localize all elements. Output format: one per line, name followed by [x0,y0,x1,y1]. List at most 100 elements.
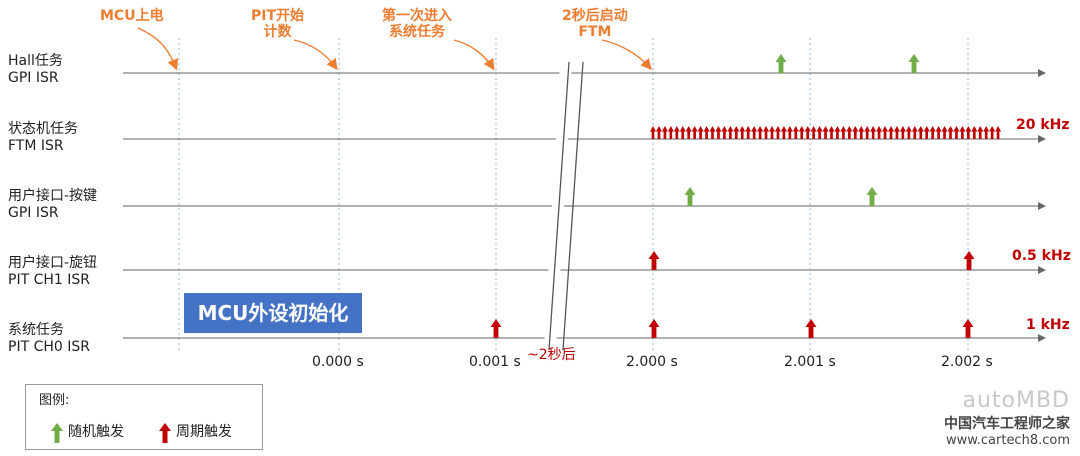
event-arrow-ftm-start [601,39,652,71]
random-arrow-icon [51,423,63,443]
ftm-periodic-arrow-30 [828,126,835,139]
watermark-url: www.cartech8.com [946,433,1070,448]
ftm-periodic-arrow-29 [822,126,829,139]
button-random-arrow-0 [684,187,696,206]
ftm-periodic-arrow-12 [721,126,728,139]
ftm-periodic-arrow-46 [923,126,930,139]
ftm-periodic-arrow-50 [947,126,954,139]
ftm-periodic-arrow-33 [846,126,853,139]
ftm-periodic-arrow-39 [882,126,889,139]
ftm-periodic-arrow-37 [870,126,877,139]
freq-ftm: 20 kHz [1016,117,1070,133]
ftm-periodic-arrow-1 [655,126,662,139]
ftm-periodic-arrow-51 [953,126,960,139]
gap-label: ~2秒后 [527,347,576,363]
ftm-periodic-arrow-10 [709,126,716,139]
ftm-periodic-arrow-41 [893,126,900,139]
ftm-periodic-arrow-3 [667,126,674,139]
lane-label-button: 用户接口-按键 GPI ISR [8,188,98,221]
time-tick-4: 2.002 s [941,354,993,370]
time-tick-1: 0.001 s [469,354,521,370]
legend-periodic-label: 周期触发 [176,424,232,440]
ftm-periodic-arrow-22 [780,126,787,139]
event-label-ftm-start: 2秒后启动 FTM [562,8,628,40]
event-arrow-pit-start [293,39,338,71]
break-gap [544,62,572,350]
ftm-periodic-arrow-25 [798,126,805,139]
ftm-periodic-arrow-11 [715,126,722,139]
ftm-periodic-arrow-47 [929,126,936,139]
freq-pit-ch1: 0.5 kHz [1012,248,1071,264]
ftm-periodic-arrow-4 [673,126,680,139]
system-periodic-arrow-0 [490,319,502,338]
ftm-periodic-arrow-13 [727,126,734,139]
ftm-periodic-arrow-24 [792,126,799,139]
ftm-periodic-arrow-54 [971,126,978,139]
system-periodic-arrow-1 [648,319,660,338]
legend: 图例: 随机触发 周期触发 [25,384,263,450]
ftm-periodic-arrow-31 [834,126,841,139]
ftm-periodic-arrow-48 [935,126,942,139]
ftm-periodic-arrow-49 [941,126,948,139]
ftm-periodic-arrow-57 [989,126,996,139]
ftm-periodic-arrow-36 [864,126,871,139]
ftm-periodic-arrow-14 [733,126,740,139]
ftm-periodic-arrow-27 [810,126,817,139]
break-line-left [548,61,570,351]
lane-label-hall: Hall任务 GPI ISR [8,53,63,86]
hall-random-arrow-1 [908,54,920,73]
ftm-periodic-arrow-58 [995,126,1002,139]
ftm-periodic-arrow-26 [804,126,811,139]
ftm-periodic-arrow-38 [876,126,883,139]
ftm-periodic-arrow-52 [959,126,966,139]
ftm-periodic-arrow-17 [751,126,758,139]
button-random-arrow-1 [866,187,878,206]
ftm-periodic-arrow-0 [650,126,656,139]
ftm-periodic-arrow-40 [888,126,894,139]
time-tick-2: 2.000 s [626,354,678,370]
ftm-periodic-arrow-15 [739,126,746,139]
lane-label-system: 系统任务 PIT CH0 ISR [8,322,90,355]
ftm-periodic-arrow-45 [917,126,924,139]
ftm-periodic-arrow-44 [911,126,918,139]
ftm-periodic-arrow-56 [983,126,990,139]
ftm-periodic-arrow-2 [661,126,668,139]
watermark-brand: autoMBD [962,388,1070,413]
ftm-periodic-arrow-28 [816,126,823,139]
lane-label-knob: 用户接口-旋钮 PIT CH1 ISR [8,255,98,288]
freq-pit-ch0: 1 kHz [1026,317,1070,333]
event-arrow-first-system-task [453,39,495,71]
ftm-periodic-arrow-18 [757,126,764,139]
ftm-periodic-arrow-20 [769,126,775,139]
ftm-periodic-arrow-23 [786,126,793,139]
ftm-periodic-arrow-9 [703,126,710,139]
ftm-periodic-arrow-19 [763,126,770,139]
ftm-periodic-arrow-8 [697,126,704,139]
system-periodic-arrow-2 [805,319,817,338]
lane-label-ftm: 状态机任务 FTM ISR [8,121,78,154]
system-periodic-arrow-3 [962,319,974,338]
ftm-periodic-arrow-21 [774,126,781,139]
legend-title: 图例: [39,393,70,408]
ftm-periodic-arrow-7 [691,126,698,139]
break-line-right [562,61,584,351]
ftm-periodic-arrow-42 [899,126,906,139]
init-box: MCU外设初始化 [184,293,362,333]
hall-random-arrow-0 [775,54,787,73]
ftm-periodic-arrow-43 [905,126,912,139]
ftm-periodic-arrow-16 [745,126,752,139]
event-arrow-power-on [137,27,179,71]
ftm-periodic-arrow-6 [685,126,692,139]
time-tick-3: 2.001 s [784,354,836,370]
ftm-periodic-arrow-32 [840,126,847,139]
knob-periodic-arrow-0 [648,251,660,270]
event-label-power-on: MCU上电 [100,8,164,24]
ftm-periodic-arrow-34 [852,126,859,139]
ftm-periodic-arrow-5 [679,126,686,139]
ftm-periodic-arrow-55 [977,126,984,139]
event-label-pit-start: PIT开始 计数 [251,8,305,40]
knob-periodic-arrow-1 [963,251,975,270]
periodic-arrow-icon [159,423,171,443]
